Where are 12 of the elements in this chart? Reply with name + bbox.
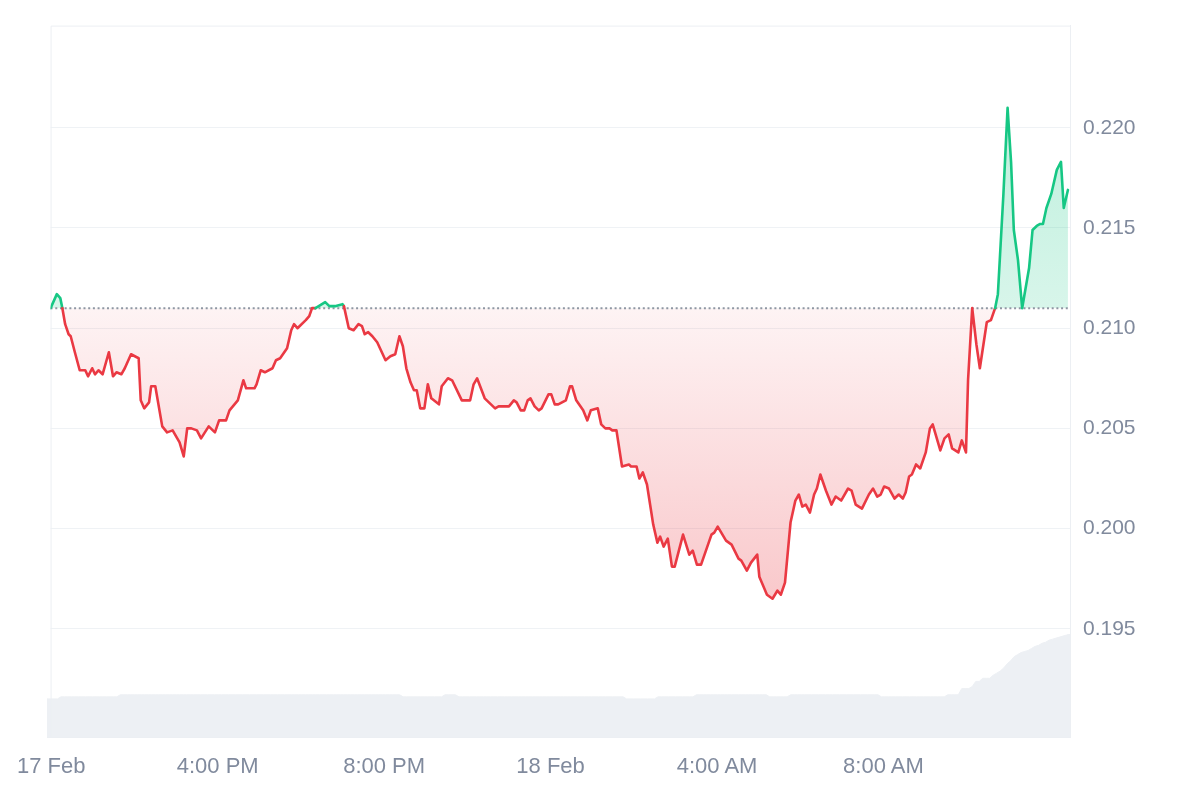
x-tick-label: 17 Feb [17,753,86,779]
x-tick-label: 8:00 PM [343,753,426,779]
y-tick-label: 0.200 [1083,515,1136,539]
x-tick-label: 18 Feb [516,753,585,779]
x-tick-label: 4:00 AM [676,753,758,779]
y-tick-label: 0.195 [1083,615,1136,639]
x-tick-label: 8:00 AM [843,753,924,779]
y-tick-label: 0.210 [1083,314,1136,338]
x-tick-label: 4:00 PM [176,753,259,779]
y-tick-label: 0.220 [1083,114,1136,138]
y-tick-label: 0.205 [1083,415,1136,439]
y-tick-label: 0.215 [1083,214,1136,238]
